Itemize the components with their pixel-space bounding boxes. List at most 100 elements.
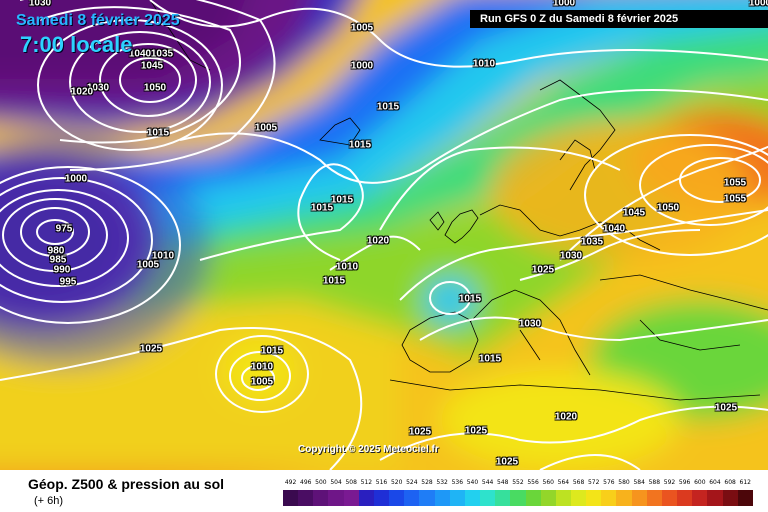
isobar-label: 1005 (250, 376, 274, 388)
scale-tick-label: 576 (603, 479, 615, 486)
isobar-label: 1005 (350, 22, 374, 34)
scale-tick-label: 584 (633, 479, 645, 486)
scale-tick-label: 508 (345, 479, 357, 486)
isobar-label: 1010 (151, 250, 175, 262)
scale-tick-label: 516 (375, 479, 388, 486)
scale-tick-label: 564 (557, 479, 570, 486)
scale-tick-label: 544 (481, 479, 494, 486)
isobar-label: 980 (47, 245, 65, 257)
isobar-label: 1055 (723, 177, 747, 189)
scale-tick-label: 600 (694, 479, 706, 486)
isobar-label: 1030 (86, 82, 110, 94)
scale-swatch (495, 490, 511, 506)
isobar-label: 1010 (335, 261, 359, 273)
scale-swatch (480, 490, 496, 506)
isobar-label: 1000 (748, 0, 768, 9)
scale-tick-label: 512 (360, 479, 373, 486)
scale-swatch (525, 490, 541, 506)
isobar-label: 1015 (478, 353, 502, 365)
weather-map: 1030 1035 1040 1045 1050 1030 1020 1015 … (0, 0, 768, 470)
isobar-label: 1000 (552, 0, 576, 9)
scale-swatch (661, 490, 678, 506)
scale-tick-label: 560 (542, 479, 554, 486)
isobar-label: 975 (55, 223, 73, 235)
copyright: Copyright © 2025 Meteociel.fr (298, 444, 439, 455)
scale-swatch (419, 490, 435, 506)
scale-tick-label: 580 (618, 479, 630, 486)
scale-swatch (404, 490, 420, 506)
scale-tick-label: 528 (421, 479, 433, 486)
scale-tick-label: 608 (724, 479, 736, 486)
scale-tick-label: 612 (739, 479, 751, 486)
isobar-label: 995 (59, 276, 77, 288)
scale-tick-label: 536 (451, 479, 464, 486)
isobar-label: 1050 (143, 82, 167, 94)
scale-tick-label: 596 (678, 479, 691, 486)
scale-tick-label: 556 (527, 479, 539, 486)
scale-tick-label: 592 (663, 479, 676, 486)
scale-tick-label: 524 (406, 479, 418, 486)
scale-tick-label: 520 (390, 479, 403, 486)
isobar-label: 985 (49, 254, 67, 266)
isobar-label: 1015 (310, 202, 334, 214)
isobar-label: 1045 (622, 207, 646, 219)
color-scale-bar (283, 490, 753, 506)
isobar-label: 1030 (28, 0, 52, 9)
coastlines (149, 0, 768, 401)
scale-swatch (328, 490, 344, 506)
map-time: 7:00 locale (20, 32, 133, 57)
isobar-label: 1015 (146, 127, 170, 139)
scale-swatch (555, 490, 571, 506)
isobar-label: 1025 (464, 425, 488, 437)
scale-swatch (707, 490, 723, 506)
scale-swatch (722, 490, 738, 506)
scale-swatch (358, 490, 374, 506)
isobar-label: 1015 (260, 345, 284, 357)
isobar-label: 1000 (350, 60, 374, 72)
scale-swatch (434, 490, 450, 506)
isobar-label: 1020 (554, 411, 578, 423)
scale-swatch (343, 490, 359, 506)
scale-tick-label: 492 (284, 479, 297, 486)
scale-tick-label: 532 (436, 479, 448, 486)
scale-swatch (510, 490, 526, 506)
isobar-label: 1025 (139, 343, 163, 355)
scale-swatch (373, 490, 390, 506)
isobar-label: 1030 (518, 318, 542, 330)
isobar-label: 1025 (714, 402, 738, 414)
isobar-label: 1035 (580, 236, 604, 248)
isobar-label: 1020 (70, 86, 94, 98)
scale-swatch (692, 490, 708, 506)
scale-swatch (616, 490, 632, 506)
isobar-label: 1015 (376, 101, 400, 113)
isobar-label: 1045 (140, 60, 164, 72)
isobar-label: 1005 (254, 122, 278, 134)
isobar-label: 1040 (128, 48, 152, 60)
isobar-label: 1010 (250, 361, 274, 373)
isobar-label: 1005 (136, 259, 160, 271)
geopotential-field (0, 0, 768, 470)
isobar-label: 1015 (330, 194, 354, 206)
isobar-label: 1055 (723, 193, 747, 205)
scale-swatch (631, 490, 647, 506)
isobar-label: 1030 (559, 250, 583, 262)
scale-tick-label: 500 (315, 479, 327, 486)
isobar-label: 1040 (602, 223, 626, 235)
color-scale: 492 496 500 504 508 512 516 520 524 528 532 536 540 5… (283, 470, 753, 510)
isobar-label: 1020 (366, 235, 390, 247)
scale-tick-label: 548 (497, 479, 509, 486)
scale-swatch (737, 490, 753, 506)
scale-tick-label: 540 (466, 479, 479, 486)
scale-swatch (677, 490, 693, 506)
scale-swatch (601, 490, 617, 506)
scale-swatch (586, 490, 602, 506)
scale-swatch (389, 490, 405, 506)
scale-swatch (570, 490, 587, 506)
isobar-label: 1015 (348, 139, 372, 151)
isobar-label: 1025 (408, 426, 432, 438)
scale-tick-label: 552 (512, 479, 524, 486)
isobar-label: 1000 (64, 173, 88, 185)
color-scale-labels: 492 496 500 504 508 512 516 520 524 528 532 536 540 5… (283, 479, 753, 489)
scale-swatch (313, 490, 329, 506)
isobar-label: 990 (53, 264, 71, 276)
